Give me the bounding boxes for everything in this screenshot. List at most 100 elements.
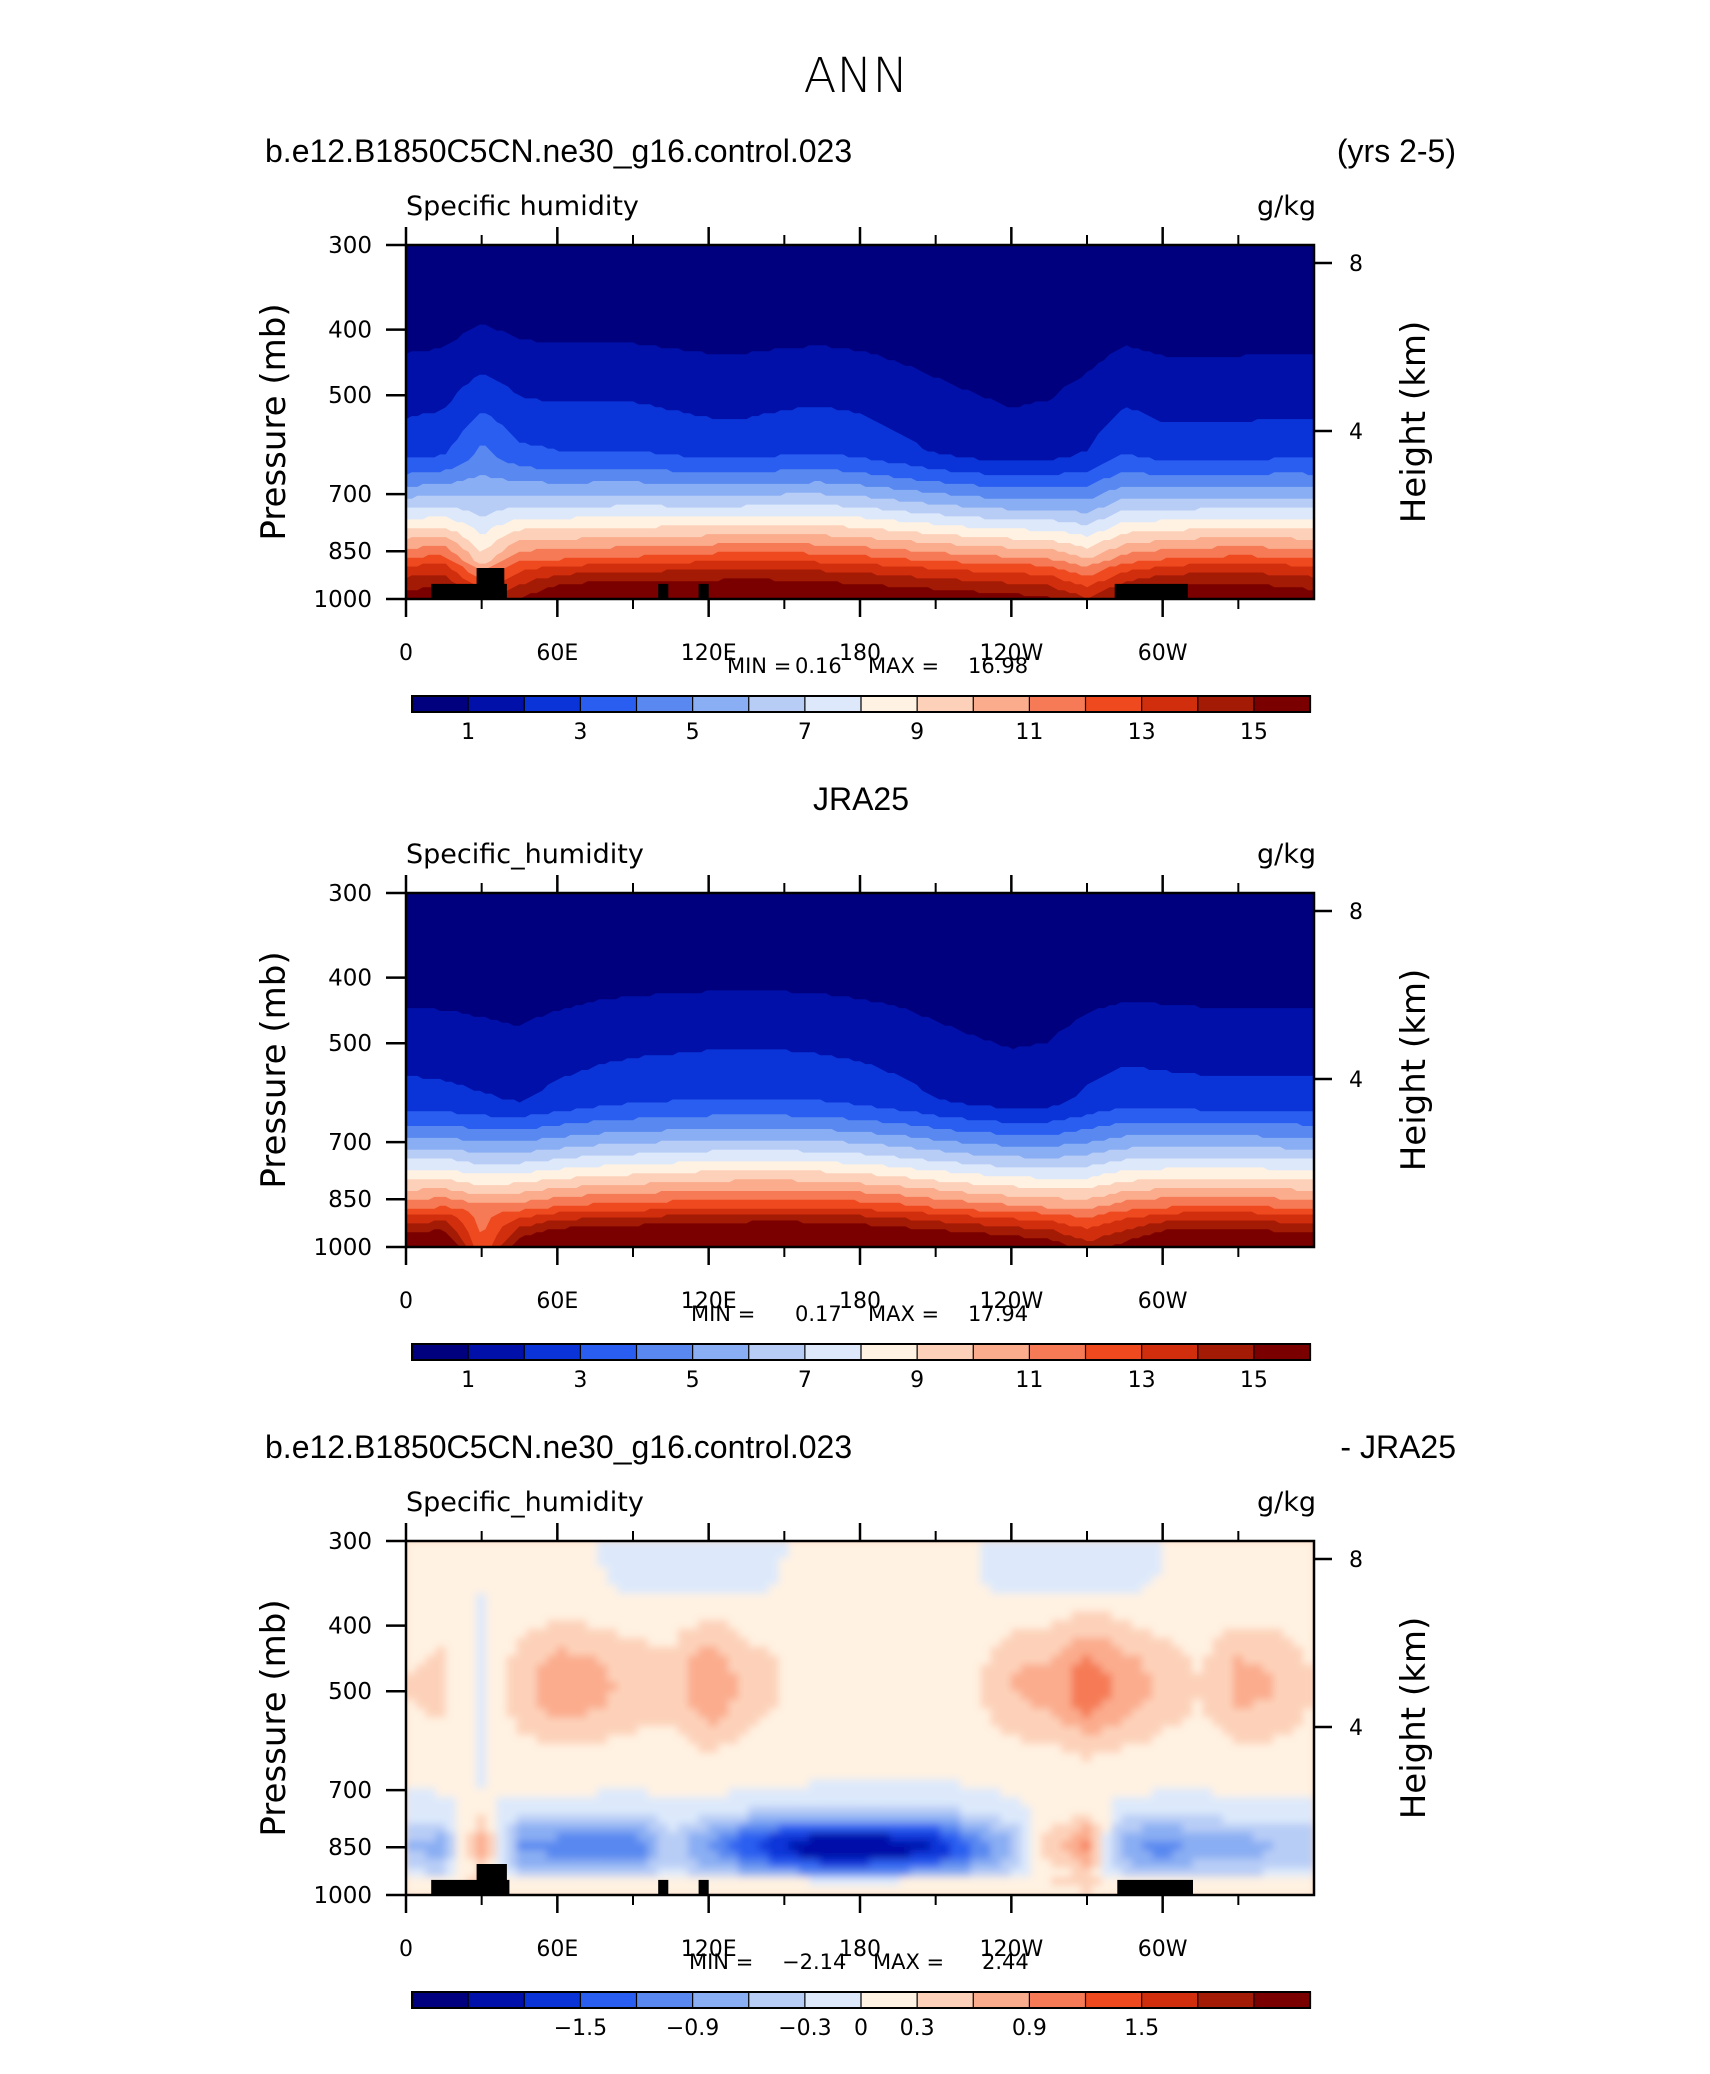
diff-cell: [1232, 1867, 1244, 1878]
diff-cell: [990, 1726, 1002, 1737]
diff-cell: [1121, 1788, 1133, 1799]
diff-cell: [1293, 1708, 1305, 1719]
diff-cell: [546, 1549, 558, 1560]
diff-cell: [1071, 1726, 1083, 1737]
diff-cell: [839, 1761, 851, 1772]
diff-cell: [536, 1593, 548, 1604]
diff-cell: [829, 1646, 841, 1657]
diff-cell: [899, 1805, 912, 1816]
diff-cell: [758, 1761, 770, 1772]
diff-cell: [476, 1584, 488, 1595]
diff-cell: [980, 1541, 992, 1551]
diff-cell: [839, 1885, 851, 1895]
diff-cell: [536, 1673, 548, 1684]
diff-cell: [1091, 1558, 1103, 1569]
diff-cell: [506, 1620, 518, 1631]
diff-cell: [708, 1646, 720, 1657]
diff-cell: [1262, 1779, 1275, 1790]
diff-cell: [526, 1823, 538, 1834]
diff-cell: [1303, 1717, 1314, 1728]
diff-cell: [1101, 1805, 1113, 1816]
diff-cell: [667, 1690, 679, 1701]
y-tick-label: 850: [328, 539, 372, 565]
diff-cell: [1262, 1682, 1275, 1693]
diff-cell: [667, 1673, 679, 1684]
diff-cell: [889, 1549, 901, 1560]
diff-cell: [1252, 1699, 1265, 1710]
diff-cell: [1010, 1885, 1023, 1895]
diff-cell: [909, 1876, 922, 1887]
colorbar-label: 5: [686, 1368, 700, 1393]
colorbar-box-12: [1084, 1343, 1143, 1361]
diff-cell: [1101, 1850, 1113, 1861]
diff-cell: [980, 1611, 992, 1622]
diff-cell: [465, 1566, 478, 1577]
diff-cell: [748, 1549, 760, 1560]
diff-cell: [708, 1876, 720, 1887]
diff-cell: [546, 1770, 558, 1781]
diff-cell: [506, 1611, 518, 1622]
diff-cell: [919, 1885, 932, 1895]
diff-cell: [1151, 1646, 1164, 1657]
diff-cell: [808, 1885, 821, 1895]
diff-cell: [798, 1788, 811, 1799]
diff-cell: [667, 1575, 679, 1586]
diff-cell: [476, 1682, 488, 1693]
diff-cell: [950, 1664, 962, 1675]
diff-cell: [778, 1699, 790, 1710]
diff-cell: [1121, 1761, 1133, 1772]
diff-cell: [1262, 1566, 1275, 1577]
diff-cell: [980, 1664, 992, 1675]
diff-cell: [980, 1575, 992, 1586]
diff-cell: [1212, 1637, 1224, 1648]
diff-cell: [415, 1850, 427, 1861]
diff-cell: [1172, 1743, 1184, 1754]
diff-cell: [1061, 1788, 1073, 1799]
diff-cell: [778, 1850, 790, 1861]
colorbar-box-7: [804, 1991, 863, 2009]
diff-cell: [768, 1885, 780, 1895]
diff-cell: [627, 1664, 639, 1675]
diff-cell: [1061, 1717, 1073, 1728]
diff-cell: [1222, 1797, 1234, 1808]
diff-cell: [1101, 1832, 1113, 1843]
diff-cell: [708, 1628, 720, 1639]
diff-cell: [1041, 1699, 1053, 1710]
diff-cell: [1010, 1797, 1023, 1808]
colorbar-box-8: [860, 695, 919, 713]
diff-cell: [1081, 1593, 1093, 1604]
diff-cell: [788, 1867, 801, 1878]
diff-cell: [657, 1673, 669, 1684]
diff-cell: [445, 1664, 458, 1675]
diff-cell: [627, 1797, 639, 1808]
diff-cell: [1101, 1566, 1113, 1577]
diff-cell: [1192, 1726, 1204, 1737]
diff-cell: [819, 1779, 831, 1790]
diff-cell: [435, 1593, 447, 1604]
diff-cell: [1020, 1646, 1033, 1657]
topography-block-1: [476, 1864, 507, 1895]
diff-cell: [1283, 1575, 1295, 1586]
diff-cell: [1242, 1805, 1255, 1816]
diff-cell: [1020, 1673, 1033, 1684]
diff-cell: [465, 1859, 478, 1870]
diff-cell: [576, 1885, 589, 1895]
diff-cell: [587, 1558, 599, 1569]
diff-cell: [486, 1637, 498, 1648]
diff-cell: [1121, 1717, 1133, 1728]
diff-cell: [748, 1885, 760, 1895]
diff-cell: [516, 1549, 528, 1560]
diff-cell: [1000, 1726, 1012, 1737]
diff-cell: [1030, 1752, 1043, 1763]
diff-cell: [1121, 1690, 1133, 1701]
diff-cell: [425, 1708, 437, 1719]
diff-cell: [1151, 1850, 1164, 1861]
diff-cell: [1212, 1797, 1224, 1808]
diff-cell: [980, 1549, 992, 1560]
diff-cell: [728, 1637, 740, 1648]
diff-cell: [950, 1850, 962, 1861]
diff-cell: [415, 1549, 427, 1560]
diff-cell: [718, 1602, 730, 1613]
diff-cell: [697, 1664, 710, 1675]
diff-cell: [1010, 1770, 1023, 1781]
